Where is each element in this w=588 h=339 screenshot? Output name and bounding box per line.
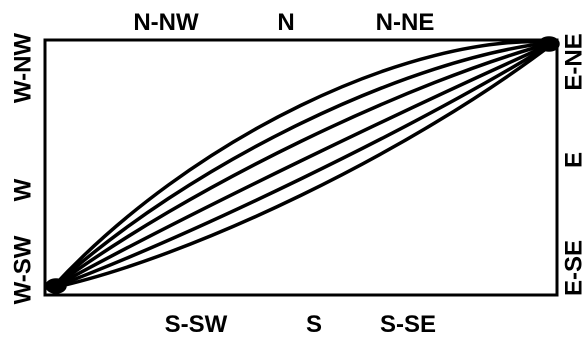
direction-curve: [50, 39, 557, 290]
label-n: N: [277, 9, 294, 36]
convergence-point-ne: [538, 36, 560, 52]
label-n-nw: N-NW: [133, 9, 199, 36]
direction-curve: [50, 40, 557, 290]
label-s-sw: S-SW: [165, 311, 228, 338]
label-e: E: [560, 152, 587, 168]
label-s: S: [306, 311, 322, 338]
label-e-se: E-SE: [560, 240, 587, 296]
label-n-ne: N-NE: [376, 9, 435, 36]
direction-curve: [50, 40, 557, 290]
direction-curve: [50, 40, 557, 290]
direction-curve: [50, 40, 557, 290]
diagram-frame: [43, 38, 559, 297]
label-w: W: [9, 178, 36, 201]
label-w-nw: W-NW: [9, 33, 36, 103]
direction-curve: [50, 40, 557, 290]
convergence-point-sw: [45, 278, 67, 294]
curve-family: [45, 36, 560, 294]
label-w-sw: W-SW: [9, 235, 36, 304]
label-e-ne: E-NE: [560, 33, 587, 90]
label-s-se: S-SE: [380, 311, 436, 338]
